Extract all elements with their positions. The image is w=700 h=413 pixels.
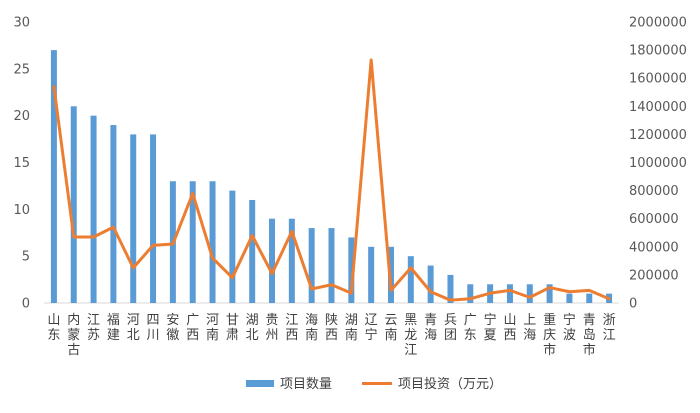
category-label: 四川 (147, 313, 160, 343)
bar (288, 218, 295, 303)
y-right-tick-label: 0 (629, 297, 637, 312)
category-label: 宁波 (563, 312, 576, 343)
category-label: 重庆市 (543, 312, 556, 358)
bar (189, 181, 196, 303)
y-left-tick-label: 25 (13, 62, 30, 77)
legend-label-line: 项目投资（万元） (398, 376, 502, 392)
category-label: 青岛市 (583, 313, 596, 358)
bar (526, 284, 533, 303)
category-label: 辽宁 (365, 313, 378, 343)
category-label: 山东 (47, 313, 60, 343)
category-label: 兵团 (444, 313, 457, 343)
legend-label-bar: 项目数量 (280, 377, 332, 392)
bar (427, 265, 434, 303)
bar (229, 190, 236, 303)
category-labels: 山东内蒙古江苏福建河北四川安徽广西河南甘肃湖北贵州江西海南陕西湖南辽宁云南黑龙江… (47, 312, 615, 358)
y-right-tick-label: 1800000 (629, 44, 687, 59)
y-right-tick-label: 400000 (629, 240, 679, 255)
category-label: 河南 (206, 313, 219, 343)
category-label: 浙江 (603, 313, 616, 343)
category-label: 甘肃 (226, 313, 239, 343)
y-left-tick-label: 15 (13, 156, 30, 171)
bar (447, 274, 454, 303)
category-label: 江西 (285, 313, 298, 343)
bar (586, 293, 593, 303)
y-right-tick-label: 200000 (629, 268, 679, 283)
category-label: 云南 (384, 313, 397, 343)
bar (110, 125, 117, 303)
category-label: 上海 (523, 313, 536, 343)
bar (308, 228, 315, 303)
y-right-tick-label: 1600000 (629, 72, 687, 87)
bar (506, 284, 513, 303)
bar (130, 134, 137, 303)
category-label: 湖南 (345, 313, 358, 343)
category-label: 黑龙江 (404, 313, 417, 358)
bar (50, 50, 57, 303)
y-left-tick-label: 20 (13, 109, 30, 124)
category-label: 江苏 (87, 313, 100, 343)
y-left-tick-label: 0 (22, 297, 30, 312)
bar (328, 228, 335, 303)
bar-series (50, 50, 613, 303)
category-label: 湖北 (246, 313, 259, 343)
category-label: 内蒙古 (67, 312, 80, 358)
category-label: 贵州 (266, 313, 279, 343)
category-label: 广东 (464, 313, 477, 343)
y-right-tick-label: 800000 (629, 184, 679, 199)
bar (249, 199, 256, 303)
legend: 项目数量 项目投资（万元） (246, 376, 502, 392)
bar (209, 181, 216, 303)
axes: 0 5 10 15 20 25 30 0 200000 400000 600000 800000 100… (13, 16, 686, 312)
bar (70, 106, 77, 303)
category-label: 广西 (186, 313, 199, 343)
bar (348, 237, 355, 303)
line-series (52, 58, 611, 302)
category-label: 海南 (305, 313, 318, 343)
bar (90, 115, 97, 303)
bar (546, 284, 553, 303)
bar (269, 218, 276, 303)
y-right-tick-label: 1200000 (629, 128, 687, 143)
legend-swatch-bar (246, 380, 274, 387)
bar (467, 284, 474, 303)
y-left-tick-label: 5 (22, 250, 30, 265)
y-right-tick-label: 1400000 (629, 100, 687, 115)
category-label: 陕西 (325, 313, 338, 343)
category-label: 河北 (127, 313, 140, 343)
y-left-tick-label: 10 (13, 203, 30, 218)
bar (407, 256, 414, 303)
y-right-tick-label: 600000 (629, 212, 679, 227)
category-label: 宁夏 (484, 312, 497, 343)
y-right-tick-label: 1000000 (629, 156, 687, 171)
category-label: 安徽 (166, 313, 179, 343)
category-label: 青海 (424, 313, 437, 343)
bar (566, 293, 573, 303)
bar (150, 134, 157, 303)
bar (368, 246, 375, 303)
y-right-tick-label: 2000000 (629, 16, 687, 31)
category-label: 山西 (503, 313, 516, 343)
y-left-tick-label: 30 (13, 16, 30, 31)
category-label: 福建 (107, 313, 120, 343)
